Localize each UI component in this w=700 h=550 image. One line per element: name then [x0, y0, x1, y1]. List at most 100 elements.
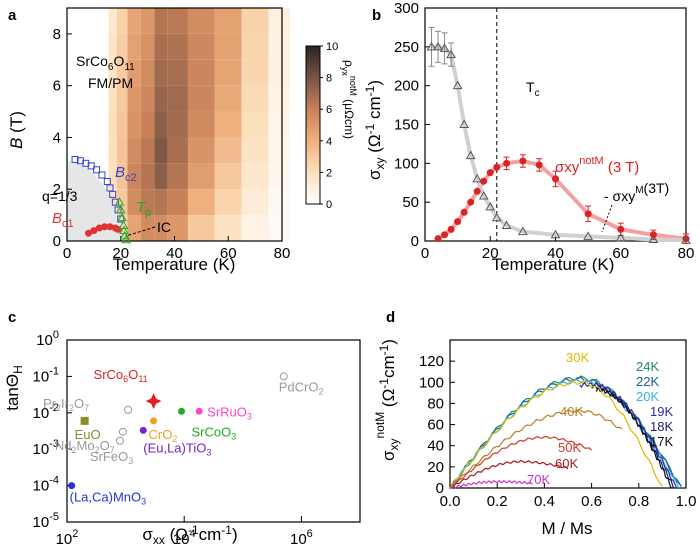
sigma-m-point	[648, 234, 659, 243]
material-label: SrCo6O11	[94, 367, 148, 384]
sigma-notm-point	[486, 169, 494, 177]
curve-17K	[595, 387, 672, 489]
colorbar-bar	[305, 45, 321, 205]
y-tick-label: 100	[394, 155, 419, 172]
sigma-notm-point	[535, 161, 543, 169]
x-axis-label: Temperature (K)	[492, 255, 615, 274]
panel-label-a: a	[8, 7, 17, 24]
curve-30K	[449, 379, 663, 489]
y-tick-label: 250	[394, 39, 419, 56]
temperature-label: 50K	[558, 440, 581, 455]
curve-60K	[449, 459, 569, 489]
heatmap-cell	[116, 163, 128, 190]
heatmap-cell	[154, 215, 168, 241]
heatmap-cell	[140, 137, 155, 164]
material-point	[124, 405, 133, 414]
heatmap-cell	[154, 163, 168, 190]
tp-point	[115, 204, 126, 214]
heatmap-cell	[167, 33, 188, 60]
phase-boundary-series	[71, 155, 131, 244]
heatmap-cell	[154, 59, 168, 86]
heatmap-cell	[214, 163, 242, 190]
bc2-point	[98, 171, 106, 179]
bc1-point	[95, 224, 103, 232]
sigma-notm-point	[584, 210, 592, 218]
material-point	[139, 426, 147, 434]
heatmap-cell	[167, 215, 188, 241]
y-tick-label: 0	[53, 233, 61, 250]
heatmap-cell	[214, 137, 242, 164]
heatmap-cell	[241, 33, 269, 60]
material-point	[115, 436, 124, 445]
y-tick-label: 60	[427, 417, 444, 434]
tp-point	[114, 197, 125, 206]
heatmap-cell	[167, 163, 188, 190]
material-label: Nd2Mo2O7	[55, 438, 115, 455]
x-tick-label: 0.6	[581, 493, 602, 510]
heatmap-cell	[187, 33, 215, 60]
heatmap-cell	[167, 137, 188, 164]
material-point	[118, 427, 127, 436]
phase-label: FM/PM	[88, 75, 133, 91]
x-axis-label: M / Ms	[542, 519, 593, 538]
heatmap-cell	[214, 85, 242, 112]
curve-19K	[579, 381, 678, 489]
y-tick-label: 10-5	[33, 511, 59, 531]
sigma-notm-point	[503, 159, 511, 167]
heatmap-cell	[127, 163, 141, 190]
y-tick-label: 10-1	[33, 365, 59, 385]
sigma-m-point	[446, 49, 456, 59]
panel-label-c: c	[8, 309, 16, 326]
material-label: (La,Ca)MnO3	[70, 490, 147, 507]
heatmap-cell	[241, 111, 269, 138]
y-tick-label: 10-3	[33, 438, 59, 458]
tp-point	[121, 234, 131, 244]
heatmap-cell	[187, 163, 215, 190]
x-tick-label: 0.4	[534, 493, 555, 510]
x-tick-label: 20	[482, 245, 499, 262]
sigma-notm-point	[519, 157, 527, 165]
heatmap-cell	[241, 163, 269, 190]
colorbar-label: ρyxnotM (μΩcm)	[340, 60, 358, 139]
heatmap-cell	[127, 215, 141, 241]
y-axis-label: B (T)	[7, 111, 26, 149]
plot-frame	[66, 339, 361, 523]
sigma-m-point	[478, 190, 489, 200]
colorbar-tick-label: 8	[326, 73, 332, 85]
sigma-notm-point	[473, 187, 481, 195]
heatmap-cell	[140, 33, 155, 60]
y-tick-label: 8	[53, 26, 61, 43]
x-tick-label: 20	[112, 245, 129, 262]
M-leader	[601, 204, 613, 233]
material-label: CrO2	[149, 427, 178, 444]
q-label: q=1/3	[42, 188, 78, 204]
temperature-label: 19K	[650, 404, 673, 419]
panel-b: b 0 20 40 60 80 0 50 100 150 200 250 300 Temperatur…	[363, 0, 694, 274]
x-tick-label: 102	[56, 528, 79, 548]
y-tick-label: 10-4	[33, 475, 59, 495]
ic-leader	[125, 226, 156, 237]
heatmap-cell	[127, 85, 141, 112]
notM-series-label: σxynotM (3 T)	[555, 155, 639, 176]
y-tick-label: 200	[394, 78, 419, 95]
heatmap-cell	[116, 85, 128, 112]
sigma-m-point	[426, 41, 437, 51]
sigma-m-point	[485, 201, 496, 211]
y-tick-label: 50	[402, 194, 419, 211]
panel-c-axes: 102 104 106 100 10-1 10-2 10-3 10-4 10-5	[33, 329, 361, 548]
tc-label: Tc	[526, 79, 540, 99]
heatmap-cell	[214, 8, 242, 34]
sigma-m-point	[465, 150, 476, 160]
sigma-m-point	[583, 231, 593, 240]
temperature-label: 40K	[560, 404, 583, 419]
sigma-notm-point	[434, 235, 442, 243]
sigma-m-point	[491, 212, 502, 222]
sigma-notm-point	[447, 225, 455, 233]
heatmap-cell	[187, 215, 215, 241]
heatmap-cell	[127, 8, 141, 34]
heatmap-cell	[127, 189, 141, 216]
heatmap-cell	[241, 85, 269, 112]
heatmap-cell	[241, 8, 269, 34]
heatmap-cell	[116, 137, 128, 164]
temperature-label: 70K	[527, 472, 550, 487]
